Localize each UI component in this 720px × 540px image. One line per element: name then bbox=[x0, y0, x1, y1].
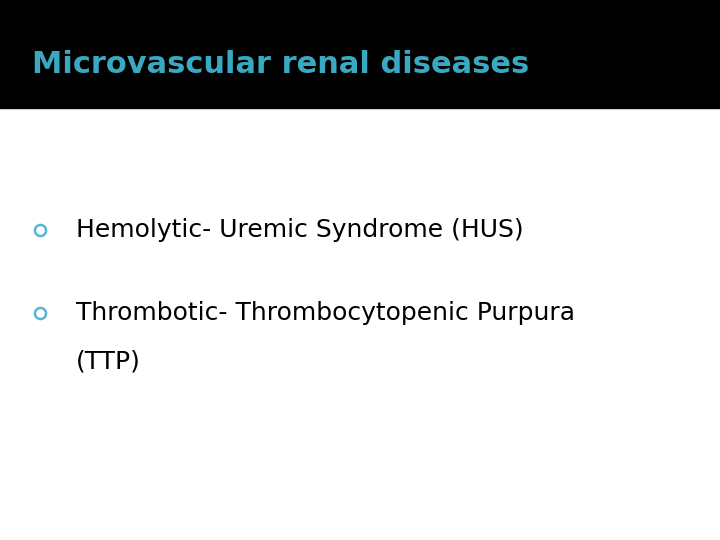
Text: Microvascular renal diseases: Microvascular renal diseases bbox=[32, 50, 530, 79]
Text: Hemolytic- Uremic Syndrome (HUS): Hemolytic- Uremic Syndrome (HUS) bbox=[76, 218, 523, 241]
Text: Thrombotic- Thrombocytopenic Purpura: Thrombotic- Thrombocytopenic Purpura bbox=[76, 301, 575, 325]
Text: (TTP): (TTP) bbox=[76, 350, 140, 374]
FancyBboxPatch shape bbox=[0, 0, 720, 108]
